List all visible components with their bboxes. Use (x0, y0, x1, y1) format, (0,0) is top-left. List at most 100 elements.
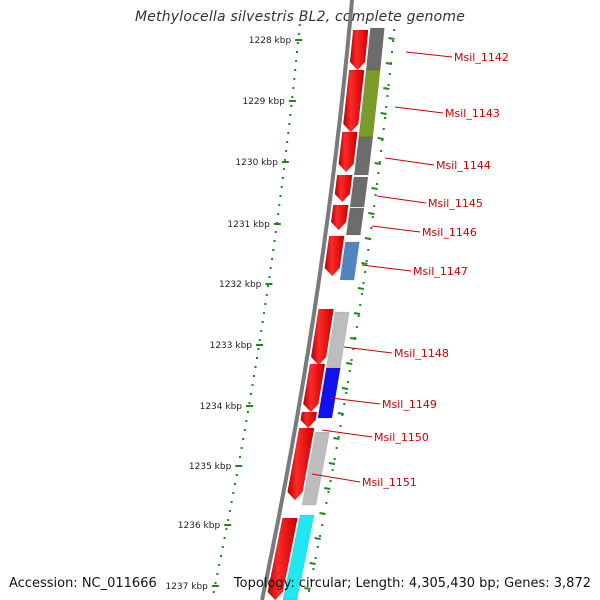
scale-dot (228, 510, 231, 512)
strand-dot (386, 95, 389, 97)
gene-label: Msil_1142 (454, 51, 509, 64)
strand-tick (314, 537, 321, 540)
scale-tick-label: 1228 kbp (249, 36, 292, 46)
strand-tick (380, 112, 387, 115)
scale-tick-label: 1235 kbp (189, 462, 232, 472)
gene-block-7 (325, 311, 350, 371)
strand-tick (361, 262, 368, 265)
strand-dot (391, 51, 393, 53)
scale-dot (289, 114, 292, 116)
strand-dot (316, 546, 319, 548)
strand-tick (385, 62, 393, 65)
strand-dot (373, 205, 376, 207)
strand-dot (347, 381, 349, 383)
scale-dot (221, 546, 224, 548)
scale-dot (264, 303, 267, 305)
scale-dot (258, 339, 261, 341)
scale-dot (235, 474, 238, 476)
strand-dot (307, 590, 310, 592)
scale-layer: 1228 kbp 1229 kbp 1230 kbp 1231 kbp 1232 kbp… (165, 24, 396, 593)
scale-dot (268, 276, 271, 278)
strand-dot (310, 579, 313, 581)
strand-dot (367, 249, 370, 251)
scale-dot (245, 420, 248, 422)
strand-dot (337, 436, 340, 438)
strand-dot (314, 557, 317, 559)
strand-dot (352, 348, 355, 350)
gene-block-10 (282, 514, 315, 600)
scale-dot (297, 33, 300, 35)
scale-dot (269, 267, 272, 269)
strand-dot (393, 29, 396, 31)
gene-label-leader (343, 346, 393, 354)
strand-dot (376, 183, 379, 185)
strand-tick (319, 512, 326, 515)
strand-dot (357, 315, 360, 317)
scale-dot (254, 366, 257, 368)
scale-dot (214, 582, 217, 584)
scale-tick-label: 1231 kbp (227, 220, 270, 230)
strand-dot (341, 414, 344, 416)
strand-dot (331, 469, 334, 471)
strand-dot (345, 392, 348, 394)
gene-block-4 (349, 176, 369, 208)
scale-dot (284, 159, 286, 161)
scale-dot (257, 348, 260, 350)
strand-tick (341, 387, 349, 390)
scale-dot (220, 555, 222, 557)
scale-tick-label: 1232 kbp (219, 280, 262, 290)
strand-tick (377, 137, 384, 140)
scale-dot (273, 240, 276, 242)
strand-dot (370, 227, 373, 229)
strand-dot (333, 458, 336, 460)
strand-tick (304, 587, 311, 590)
strand-tick (333, 437, 340, 440)
feature-layer (260, 0, 385, 600)
strand-dot (371, 216, 374, 218)
scale-dot (232, 492, 235, 494)
strand-tick (350, 337, 357, 340)
cds-arrow-9 (300, 411, 318, 429)
gene-label: Msil_1144 (436, 159, 491, 172)
scale-dot (246, 411, 249, 413)
gene-label-leader (384, 157, 435, 166)
strand-dot (329, 480, 332, 482)
gene-label: Msil_1148 (394, 347, 449, 360)
cds-arrow-11 (267, 517, 298, 600)
scale-dot (295, 60, 298, 62)
strand-dot (377, 172, 380, 174)
scale-dot (277, 213, 280, 215)
strand-dot (319, 535, 321, 537)
scale-dot (225, 528, 228, 530)
scale-dot (285, 150, 288, 152)
strand-dot (339, 425, 342, 427)
scale-dot (291, 96, 294, 98)
gene-label-leader (394, 106, 444, 114)
scale-dot (250, 393, 252, 395)
gene-label: Msil_1147 (413, 265, 468, 278)
gene-block-9 (301, 431, 330, 506)
strand-tick (328, 462, 336, 465)
scale-dot (239, 456, 241, 458)
strand-dot (382, 128, 385, 130)
cds-arrow-4 (334, 174, 353, 203)
gene-label-leader (376, 195, 427, 204)
strand-tick (353, 312, 361, 315)
gene-label: Msil_1151 (362, 476, 417, 489)
strand-dot (325, 502, 328, 504)
scale-dot (287, 132, 290, 134)
gene-label: Msil_1146 (422, 226, 477, 239)
strand-dot (392, 40, 395, 42)
strand-dot (359, 304, 362, 306)
gene-label-leader (371, 225, 421, 233)
scale-dot (279, 195, 282, 197)
gene-label-leader (321, 429, 373, 438)
gene-block-5 (346, 207, 365, 236)
scale-dot (216, 573, 219, 575)
gene-block-3 (353, 136, 374, 176)
strand-dot (362, 282, 365, 284)
gene-label-leader (311, 473, 361, 483)
accession-text: Accession: NC_011666 (9, 576, 157, 591)
cds-arrow-2 (343, 69, 365, 133)
strand-dot (312, 568, 315, 570)
